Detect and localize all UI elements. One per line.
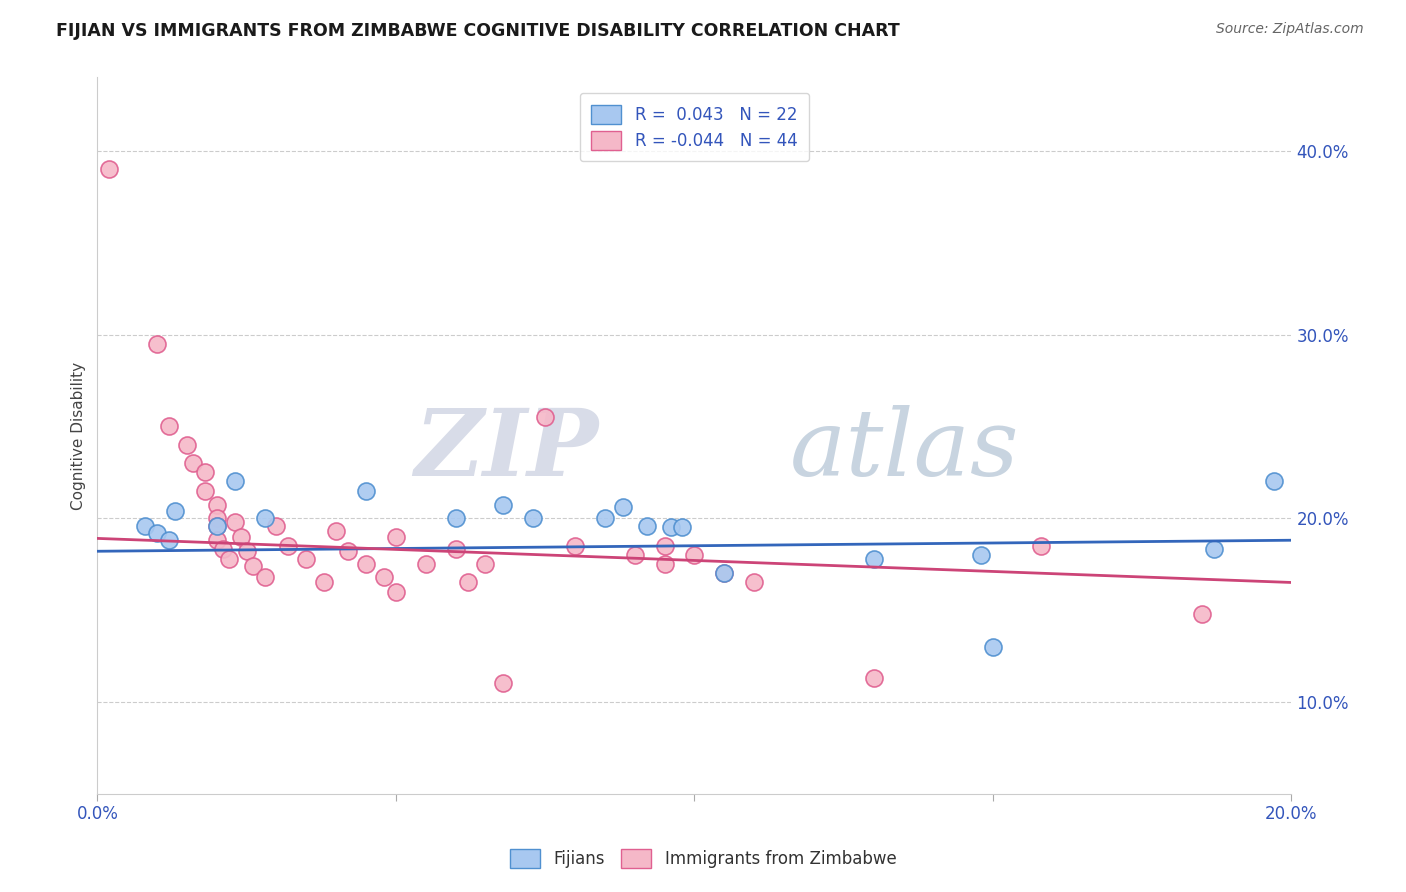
Point	[224, 475, 246, 489]
Point	[98, 162, 121, 177]
Point	[295, 551, 318, 566]
Y-axis label: Cognitive Disability: Cognitive Disability	[72, 361, 86, 509]
Point	[612, 500, 634, 515]
Point	[1263, 475, 1285, 489]
Point	[205, 511, 228, 525]
Text: Source: ZipAtlas.com: Source: ZipAtlas.com	[1216, 22, 1364, 37]
Point	[176, 438, 198, 452]
Point	[981, 640, 1004, 654]
Point	[671, 520, 693, 534]
Point	[194, 483, 217, 498]
Point	[742, 575, 765, 590]
Point	[277, 539, 299, 553]
Point	[623, 548, 645, 562]
Point	[205, 518, 228, 533]
Point	[713, 566, 735, 581]
Point	[654, 557, 676, 571]
Point	[211, 542, 233, 557]
Point	[444, 542, 467, 557]
Point	[205, 499, 228, 513]
Point	[163, 504, 186, 518]
Point	[146, 525, 169, 540]
Text: atlas: atlas	[790, 405, 1019, 495]
Point	[224, 515, 246, 529]
Point	[862, 671, 884, 685]
Point	[713, 566, 735, 581]
Point	[146, 336, 169, 351]
Point	[1202, 542, 1225, 557]
Point	[235, 544, 257, 558]
Point	[354, 483, 377, 498]
Legend: R =  0.043   N = 22, R = -0.044   N = 44: R = 0.043 N = 22, R = -0.044 N = 44	[579, 93, 808, 161]
Point	[253, 570, 276, 584]
Point	[1029, 539, 1052, 553]
Point	[492, 499, 515, 513]
Point	[218, 551, 240, 566]
Point	[157, 533, 180, 548]
Point	[444, 511, 467, 525]
Text: FIJIAN VS IMMIGRANTS FROM ZIMBABWE COGNITIVE DISABILITY CORRELATION CHART: FIJIAN VS IMMIGRANTS FROM ZIMBABWE COGNI…	[56, 22, 900, 40]
Point	[636, 518, 658, 533]
Point	[457, 575, 479, 590]
Point	[266, 518, 288, 533]
Point	[325, 524, 347, 538]
Point	[534, 410, 557, 425]
Point	[354, 557, 377, 571]
Point	[385, 584, 408, 599]
Point	[337, 544, 360, 558]
Point	[1191, 607, 1213, 621]
Point	[683, 548, 706, 562]
Point	[229, 530, 252, 544]
Point	[970, 548, 993, 562]
Point	[659, 520, 682, 534]
Point	[564, 539, 586, 553]
Point	[385, 530, 408, 544]
Text: ZIP: ZIP	[415, 405, 599, 495]
Point	[314, 575, 336, 590]
Point	[654, 539, 676, 553]
Point	[205, 533, 228, 548]
Point	[373, 570, 395, 584]
Point	[522, 511, 544, 525]
Point	[474, 557, 496, 571]
Point	[134, 518, 156, 533]
Point	[194, 465, 217, 479]
Legend: Fijians, Immigrants from Zimbabwe: Fijians, Immigrants from Zimbabwe	[503, 842, 903, 875]
Point	[492, 676, 515, 690]
Point	[242, 558, 264, 573]
Point	[415, 557, 437, 571]
Point	[181, 456, 204, 470]
Point	[205, 518, 228, 533]
Point	[593, 511, 616, 525]
Point	[157, 419, 180, 434]
Point	[253, 511, 276, 525]
Point	[862, 551, 884, 566]
